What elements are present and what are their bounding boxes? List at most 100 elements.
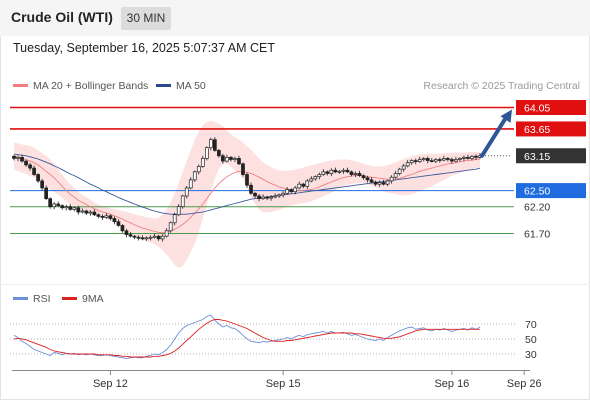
candle-body [397, 168, 402, 174]
candle-body [361, 175, 366, 179]
candle-body [462, 157, 466, 159]
candle-body [353, 173, 358, 175]
candle-body [357, 173, 362, 176]
candle [462, 155, 466, 162]
price-level-box-63.15 [516, 148, 586, 164]
rsi-line [13, 314, 481, 359]
candle-body [213, 139, 217, 151]
rsi-level-label-30: 30 [525, 349, 537, 361]
candle [321, 169, 326, 176]
candle [273, 193, 277, 199]
price-level-label-62.20: 62.20 [524, 202, 550, 214]
candle [76, 205, 81, 215]
candle [349, 170, 354, 177]
candle [152, 233, 157, 239]
timeframe-button[interactable]: 30 MIN [121, 7, 171, 30]
candle-body [217, 150, 221, 157]
candle-body [100, 215, 105, 218]
candle [377, 180, 382, 187]
candle [208, 137, 213, 151]
candle-body [104, 215, 109, 218]
candle-body [317, 174, 322, 178]
candle-body [325, 171, 330, 174]
candle-body [265, 196, 269, 199]
candle-body [16, 157, 20, 159]
candle-body [12, 155, 16, 159]
candle [96, 213, 101, 219]
candle [12, 154, 16, 161]
candle-body [176, 206, 181, 216]
candle-body [84, 210, 89, 214]
candle-body [196, 166, 201, 173]
candle [28, 162, 32, 171]
candle-body [108, 215, 113, 219]
candle [405, 160, 410, 168]
candle-body [413, 160, 418, 163]
candle-body [349, 171, 354, 175]
price-level-label-62.50: 62.50 [524, 186, 550, 198]
candle [365, 175, 370, 183]
candle-body [172, 214, 177, 224]
candle [213, 137, 217, 152]
candle [401, 163, 406, 172]
candle [285, 186, 290, 195]
candle [104, 213, 109, 219]
legend-item-ma20: MA 20 + Bollinger Bands [13, 80, 148, 92]
candle-body [120, 225, 125, 232]
candles [12, 137, 482, 242]
candle-body [293, 187, 298, 193]
candle [168, 221, 173, 233]
candle-body [289, 189, 294, 193]
candle [148, 235, 153, 241]
candle-body [341, 169, 346, 172]
candle-body [285, 189, 290, 194]
candle [417, 156, 422, 163]
candle-body [32, 167, 36, 175]
candle-body [433, 159, 438, 162]
candle [470, 154, 474, 161]
candle-body [68, 206, 73, 210]
candle-body [160, 235, 165, 240]
forecast-arrow-shaft [480, 112, 510, 158]
candle-body [208, 139, 213, 149]
candle [253, 191, 257, 198]
bollinger-band [14, 120, 480, 268]
candle [233, 156, 237, 163]
candle-body [345, 169, 350, 173]
candle [192, 170, 197, 182]
candle-body [56, 203, 61, 206]
candle [450, 157, 454, 164]
candle-body [28, 164, 32, 169]
candle [474, 154, 478, 160]
candle [24, 159, 28, 167]
candle [52, 202, 57, 210]
candle [293, 185, 298, 195]
price-level-tag-63.65: 63.65 [516, 121, 586, 137]
candle [289, 188, 294, 194]
candle-body [245, 174, 249, 186]
candle-body [40, 180, 44, 189]
copyright-text: Research © 2025 Trading Central [423, 80, 580, 92]
candle-body [385, 180, 390, 185]
candle-body [369, 179, 374, 183]
candle-body [92, 211, 97, 216]
candle [261, 194, 265, 200]
candle-body [365, 177, 370, 181]
candle [180, 194, 185, 209]
candle [309, 176, 314, 183]
price-level-tag-62.50: 62.50 [516, 183, 586, 199]
candle [120, 224, 125, 233]
candle [64, 204, 69, 211]
candle [144, 236, 149, 241]
candle-body [60, 205, 65, 209]
candle [225, 154, 229, 163]
candle [217, 149, 221, 158]
candle-body [136, 236, 141, 239]
candle-body [180, 195, 185, 208]
price-level-tag-63.15: 63.15 [516, 148, 586, 164]
candle [128, 231, 133, 238]
candle-body [277, 194, 281, 197]
ma20-line [13, 155, 481, 233]
rsi-level-label-50: 50 [525, 334, 537, 346]
